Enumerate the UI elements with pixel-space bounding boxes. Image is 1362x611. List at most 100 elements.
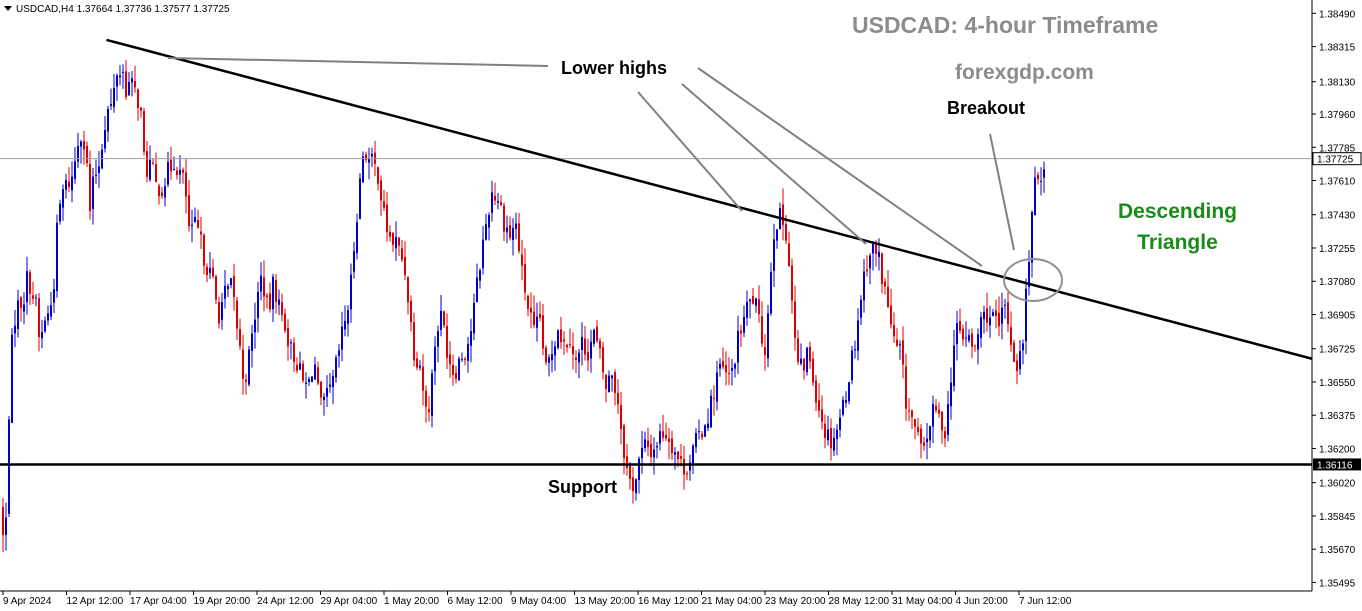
candle-body [575, 357, 577, 361]
candle-body [758, 299, 760, 314]
candle [299, 351, 301, 371]
candle [308, 376, 310, 386]
candle-body [734, 364, 736, 369]
candle [671, 430, 673, 460]
candle [968, 329, 970, 343]
candle [833, 427, 835, 456]
candle [788, 231, 790, 267]
candle-body [920, 428, 922, 444]
candle [440, 294, 442, 337]
candle-body [608, 375, 610, 393]
candle [65, 173, 67, 199]
candle [695, 428, 697, 453]
candle [134, 65, 136, 93]
candle [455, 365, 457, 384]
candle [77, 132, 79, 168]
candle-body [557, 330, 559, 348]
candle [950, 367, 952, 420]
candle-body [980, 317, 982, 338]
candle [11, 328, 13, 424]
candle [503, 202, 505, 241]
candle-body [878, 251, 880, 257]
candle [218, 296, 220, 329]
candle-body [164, 186, 166, 198]
candle-body [416, 358, 418, 368]
candle [230, 277, 232, 289]
candle-body [413, 322, 415, 361]
candle-body [125, 71, 127, 98]
candle [653, 437, 655, 475]
time-axis: 9 Apr 2024 12 Apr 12:00 17 Apr 04:00 19 Apr… [2, 591, 1072, 607]
candle [974, 344, 976, 352]
time-tick-label: 16 May 12:00 [638, 596, 699, 607]
candle [281, 293, 283, 322]
candle [617, 378, 619, 414]
candle [632, 467, 634, 504]
candle-body [881, 253, 883, 284]
candle [794, 285, 796, 351]
candle-body [479, 270, 481, 281]
candle [662, 414, 664, 442]
candle-body [44, 320, 46, 332]
current-price-value: 1.37725 [1317, 155, 1354, 166]
candle [905, 353, 907, 421]
candle [419, 360, 421, 371]
candle-body [821, 409, 823, 422]
candle [404, 241, 406, 281]
candle-body [1007, 302, 1009, 325]
candle-body [896, 339, 898, 346]
descending-trendline [106, 38, 1313, 360]
candle [605, 374, 607, 403]
candle-body [737, 330, 739, 363]
breakout-circle [1003, 258, 1063, 302]
candle [497, 192, 499, 210]
candle [431, 369, 433, 428]
candle [533, 295, 535, 329]
candle-body [278, 299, 280, 305]
candle [32, 281, 34, 304]
candle [815, 375, 817, 412]
candle [1013, 339, 1015, 363]
candle [131, 70, 133, 97]
candle-body [842, 399, 844, 415]
candle [170, 146, 172, 180]
candle [827, 415, 829, 446]
candle-body [485, 224, 487, 240]
candle-body [1016, 360, 1018, 371]
candle [41, 319, 43, 349]
time-tick-label: 28 May 12:00 [829, 596, 890, 607]
candle-body [998, 312, 1000, 327]
candle [395, 221, 397, 261]
candle-body [929, 425, 931, 441]
candle [995, 299, 997, 329]
candle [608, 370, 610, 393]
candle [674, 447, 676, 470]
candle-body [425, 390, 427, 407]
candle-body [71, 176, 73, 191]
candle [71, 161, 73, 203]
candle [371, 147, 373, 168]
candle-body [104, 129, 106, 149]
candle [929, 425, 931, 449]
candle-body [359, 178, 361, 219]
candle-body [893, 324, 895, 337]
candle [587, 338, 589, 371]
time-tick-label: 6 May 12:00 [448, 596, 503, 607]
candle-body [602, 346, 604, 373]
candle-body [305, 382, 307, 384]
candles [2, 60, 1045, 553]
candle-body [869, 255, 871, 269]
candle [683, 445, 685, 490]
candle [260, 262, 262, 301]
ohlc-values: 1.37664 1.37736 1.37577 1.37725 [76, 4, 230, 15]
candle-body [989, 317, 991, 326]
price-tick-label: 1.36905 [1319, 311, 1356, 322]
candle [155, 152, 157, 183]
candle-body [866, 269, 868, 272]
price-tick-label: 1.37960 [1319, 110, 1356, 121]
candle-body [614, 372, 616, 394]
dropdown-triangle-icon[interactable] [4, 6, 12, 11]
candle [638, 456, 640, 494]
candle-body [245, 379, 247, 382]
lower-highs-pointer [697, 67, 983, 267]
